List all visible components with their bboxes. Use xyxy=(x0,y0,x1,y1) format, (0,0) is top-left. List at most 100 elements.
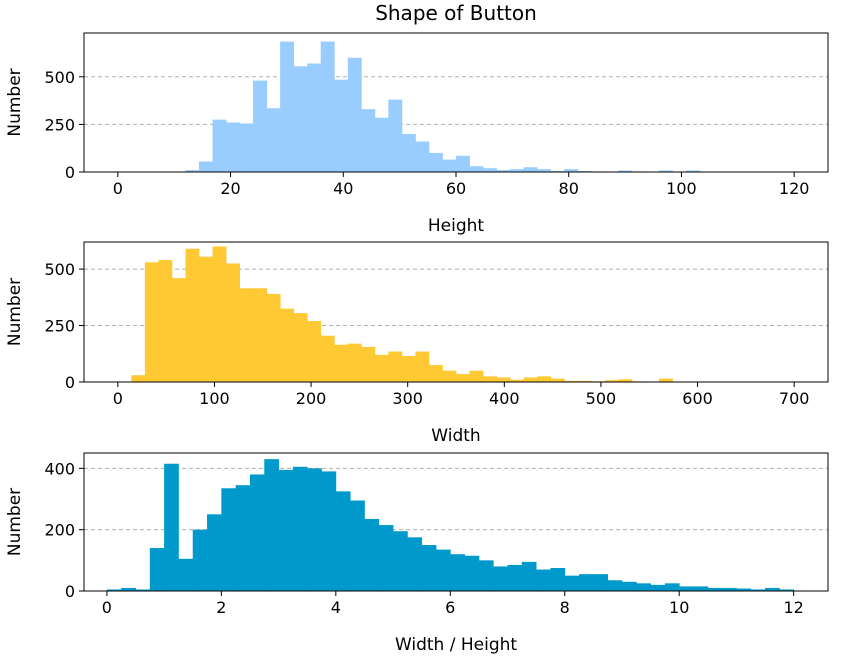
histogram-bar xyxy=(388,351,403,382)
x-tick-label: 20 xyxy=(220,179,240,198)
x-tick-label: 0 xyxy=(113,389,123,408)
plot-frame xyxy=(83,452,829,592)
histogram-bar xyxy=(407,537,423,591)
histogram-bar xyxy=(593,574,609,591)
histogram-bar xyxy=(239,288,254,382)
histogram-bar xyxy=(266,293,281,382)
histogram-bar xyxy=(192,529,208,591)
histogram-bar xyxy=(121,587,136,591)
histogram-bar xyxy=(350,500,365,591)
histogram-bar xyxy=(185,248,200,382)
histogram-bar xyxy=(564,380,579,382)
histogram-bar xyxy=(736,588,752,591)
histogram-bar xyxy=(685,170,700,172)
histogram-bar xyxy=(364,518,380,591)
histogram-bar xyxy=(378,525,394,591)
histogram-bar xyxy=(523,377,538,382)
histogram-bar xyxy=(415,351,430,382)
histogram-bar xyxy=(450,554,465,591)
x-tick-label: 0 xyxy=(113,179,123,198)
histogram-bar xyxy=(428,152,443,172)
x-axis-label: Height xyxy=(428,216,485,236)
histogram-bar xyxy=(707,587,723,591)
histogram-bar xyxy=(171,278,186,382)
histogram-bar xyxy=(253,80,268,172)
histogram-bar xyxy=(158,260,173,382)
histogram-bar xyxy=(144,262,159,382)
histogram-bar xyxy=(226,122,240,172)
histogram-bar xyxy=(135,589,151,591)
histogram-bar xyxy=(334,79,349,172)
histogram-panel-3: 0 2 4 6 8 10 12 0 200 400 Width / Height Number xyxy=(5,452,829,655)
histogram-bar xyxy=(264,459,279,591)
y-axis-label: Number xyxy=(5,68,25,136)
histogram-bar xyxy=(374,354,389,382)
y-axis-label: Number xyxy=(5,278,25,346)
x-tick-label: 80 xyxy=(559,179,579,198)
histogram-bar xyxy=(693,586,709,591)
histogram-bar xyxy=(292,466,308,591)
histogram-bar xyxy=(442,370,457,382)
histogram-bar xyxy=(550,378,565,382)
y-tick-label: 0 xyxy=(65,373,75,392)
histogram-bar xyxy=(361,347,376,382)
histogram-bar xyxy=(679,586,694,591)
histogram-bar xyxy=(293,66,308,172)
histogram-bar xyxy=(347,57,362,172)
x-axis-label: Width xyxy=(431,426,480,446)
y-tick-label: 0 xyxy=(65,582,75,601)
histogram-bar xyxy=(658,378,673,382)
y-tick-label: 400 xyxy=(44,459,75,478)
x-tick-label: 300 xyxy=(392,389,423,408)
x-tick-label: 0 xyxy=(102,598,112,617)
histogram-bar xyxy=(521,561,537,591)
histogram-bar xyxy=(334,344,349,382)
histogram-bar xyxy=(765,587,780,591)
histogram-bar xyxy=(198,256,213,382)
histogram-bar xyxy=(510,379,525,382)
histogram-bar xyxy=(493,566,508,591)
x-tick-label: 500 xyxy=(586,389,617,408)
histogram-bar xyxy=(421,545,437,591)
histogram-bar xyxy=(435,549,451,591)
x-tick-label: 6 xyxy=(445,598,455,617)
histogram-bar xyxy=(523,167,538,172)
histogram-bar xyxy=(564,575,580,591)
plot-frame xyxy=(83,241,829,383)
histogram-bar xyxy=(456,374,470,382)
histogram-panel-2: 0 100 200 300 400 500 600 700 0 250 500 Width Number xyxy=(5,241,829,446)
histogram-bar xyxy=(636,583,651,591)
histogram-bar xyxy=(388,99,403,172)
x-tick-label: 60 xyxy=(446,179,466,198)
figure-title: Shape of Button xyxy=(375,1,537,25)
histogram-bar xyxy=(483,168,497,172)
histogram-bar xyxy=(442,159,457,172)
x-tick-label: 700 xyxy=(779,389,810,408)
y-tick-label: 500 xyxy=(44,68,75,87)
y-tick-label: 250 xyxy=(44,317,75,336)
y-tick-label: 200 xyxy=(44,521,75,540)
histogram-bar xyxy=(604,380,619,382)
histogram-bar xyxy=(577,380,592,382)
x-tick-label: 400 xyxy=(489,389,520,408)
histogram-bar xyxy=(664,583,680,591)
histogram-bar xyxy=(164,463,179,591)
histogram-bar xyxy=(722,587,737,591)
histogram-bar xyxy=(779,589,795,591)
x-tick-label: 100 xyxy=(666,179,697,198)
histogram-bar xyxy=(750,589,766,591)
histogram-bar xyxy=(321,471,337,591)
histogram-bar xyxy=(469,166,484,172)
histogram-bar xyxy=(618,170,633,172)
x-tick-label: 2 xyxy=(216,598,226,617)
histogram-bar xyxy=(221,488,237,591)
histogram-bar xyxy=(607,580,623,591)
x-tick-label: 600 xyxy=(682,389,713,408)
y-tick-label: 250 xyxy=(44,115,75,134)
x-axis-label: Width / Height xyxy=(395,635,517,655)
histogram-panel-1: 0 20 40 60 80 100 120 0 250 500 Height Number xyxy=(5,32,829,236)
histogram-bar xyxy=(510,169,525,172)
histogram-bar xyxy=(621,581,637,591)
histogram-bar xyxy=(278,469,294,591)
